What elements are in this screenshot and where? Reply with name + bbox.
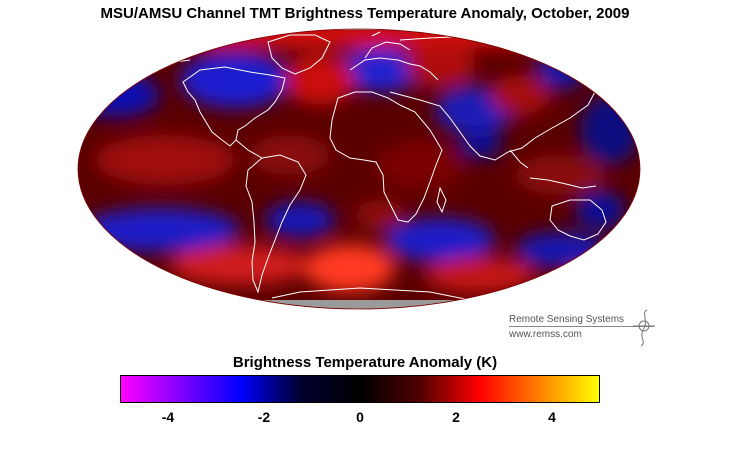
credit-url: www.remss.com: [509, 329, 582, 340]
rss-logo-icon: [633, 309, 655, 347]
coastlines: [129, 25, 615, 303]
colorbar-tick-label: 0: [356, 409, 364, 425]
colorbar: [120, 375, 600, 403]
credit-divider: [509, 326, 654, 327]
colorbar-title: Brightness Temperature Anomaly (K): [232, 354, 498, 371]
colorbar-tick-label: 4: [548, 409, 556, 425]
credit-organization: Remote Sensing Systems: [509, 314, 625, 325]
map-title: MSU/AMSU Channel TMT Brightness Temperat…: [100, 5, 630, 22]
colorbar-tick-label: -2: [257, 409, 271, 425]
globe-outline: [77, 28, 641, 310]
anomaly-field: [78, 29, 640, 309]
colorbar-tick-label: 2: [452, 409, 460, 425]
colorbar-tick-label: -4: [161, 409, 175, 425]
